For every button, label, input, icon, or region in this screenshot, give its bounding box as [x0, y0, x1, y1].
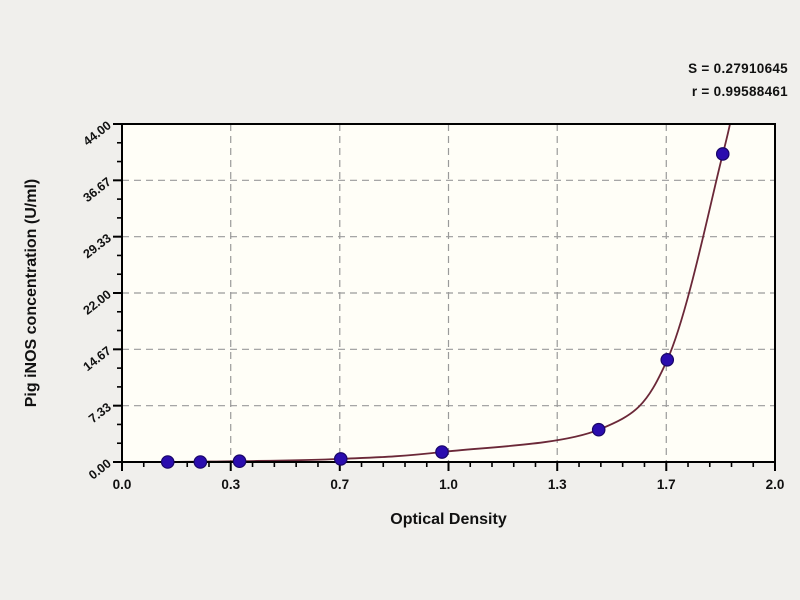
data-point	[193, 455, 208, 469]
x-tick-label: 2.0	[766, 477, 785, 492]
x-tick-label: 1.0	[439, 477, 458, 492]
x-tick-label: 0.7	[330, 477, 349, 492]
plot-frame	[121, 123, 776, 463]
y-axis-title: Pig iNOS concentration (U/ml)	[23, 179, 40, 407]
y-tick-label: 7.33	[86, 400, 114, 426]
x-tick-label: 0.3	[221, 477, 240, 492]
y-tick-label: 36.67	[81, 175, 114, 205]
data-point	[160, 455, 175, 469]
y-tick-label: 22.00	[81, 287, 114, 317]
stat-s-value: S = 0.27910645	[688, 61, 788, 76]
x-axis-title: Optical Density	[390, 511, 507, 528]
data-point	[333, 452, 348, 466]
data-point	[435, 445, 449, 459]
x-tick-label: 0.0	[113, 477, 132, 492]
x-tick-label: 1.7	[657, 477, 676, 492]
data-point	[715, 147, 730, 161]
fit-statistics: S = 0.27910645 r = 0.99588461	[688, 57, 788, 103]
stat-r-value: r = 0.99588461	[691, 84, 788, 99]
y-tick-label: 0.00	[86, 456, 114, 482]
data-point	[591, 422, 606, 437]
data-point	[660, 353, 675, 367]
data-point	[232, 454, 247, 469]
y-tick-label: 14.67	[81, 344, 114, 374]
y-tick-label: 29.33	[81, 231, 114, 261]
x-tick-label: 1.3	[548, 477, 567, 492]
y-tick-label: 44.00	[81, 118, 114, 148]
